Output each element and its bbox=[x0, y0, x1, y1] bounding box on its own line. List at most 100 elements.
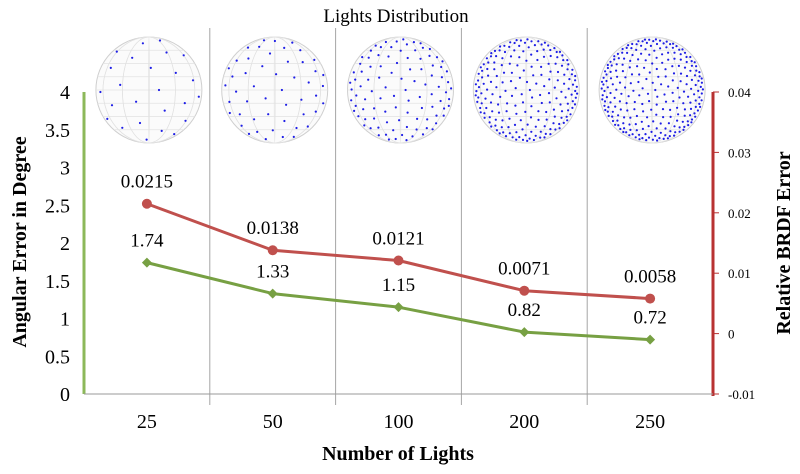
light-point bbox=[440, 65, 443, 69]
brdf-error-data-label: 0.0215 bbox=[121, 172, 173, 193]
light-point bbox=[283, 46, 286, 50]
light-point bbox=[267, 113, 270, 116]
light-point bbox=[238, 113, 241, 116]
light-point bbox=[477, 72, 480, 75]
light-point bbox=[620, 92, 623, 95]
light-point bbox=[513, 41, 516, 45]
light-point bbox=[299, 49, 302, 52]
right-y-axis-label: Relative BRDF Error bbox=[773, 151, 795, 334]
light-point bbox=[661, 53, 664, 56]
light-point bbox=[697, 89, 700, 92]
light-point bbox=[683, 66, 687, 69]
light-point bbox=[603, 89, 606, 93]
light-point bbox=[420, 68, 423, 71]
light-point bbox=[698, 102, 701, 105]
light-point bbox=[540, 73, 543, 76]
light-point bbox=[548, 78, 551, 81]
light-point bbox=[698, 75, 701, 78]
light-point bbox=[651, 81, 654, 84]
light-point bbox=[571, 83, 575, 86]
light-point bbox=[545, 110, 548, 114]
light-point bbox=[524, 110, 527, 113]
light-point bbox=[638, 133, 641, 136]
sphere-longitude bbox=[480, 36, 573, 144]
light-point bbox=[679, 72, 683, 75]
light-point bbox=[138, 121, 142, 125]
angular-error-point bbox=[393, 302, 404, 313]
light-point bbox=[484, 97, 487, 100]
light-point bbox=[443, 107, 446, 110]
light-point bbox=[360, 70, 363, 73]
light-point bbox=[448, 98, 451, 101]
light-point bbox=[700, 77, 703, 80]
light-point bbox=[474, 94, 477, 97]
light-point bbox=[314, 110, 317, 113]
light-point bbox=[528, 137, 531, 140]
left-tick-label: 1.5 bbox=[45, 271, 70, 293]
light-point bbox=[264, 138, 267, 141]
light-point bbox=[652, 40, 655, 43]
light-point bbox=[629, 116, 632, 119]
light-point bbox=[628, 134, 631, 137]
light-point bbox=[431, 105, 434, 108]
light-point bbox=[246, 46, 250, 49]
light-point bbox=[663, 93, 666, 96]
left-tick-label: 0.5 bbox=[45, 346, 70, 368]
light-point bbox=[495, 86, 498, 89]
light-point bbox=[280, 88, 283, 92]
light-point bbox=[641, 137, 644, 140]
light-point bbox=[416, 117, 419, 120]
light-point bbox=[224, 84, 227, 87]
light-point bbox=[479, 66, 482, 69]
light-point bbox=[667, 122, 671, 125]
light-point bbox=[539, 130, 542, 133]
light-point bbox=[644, 48, 647, 51]
light-point bbox=[450, 87, 453, 90]
light-point bbox=[482, 82, 485, 85]
light-point bbox=[611, 83, 614, 86]
light-point bbox=[543, 41, 547, 44]
light-point bbox=[695, 69, 698, 72]
light-point bbox=[540, 43, 543, 46]
light-point bbox=[440, 76, 443, 79]
light-point bbox=[678, 126, 681, 129]
light-point bbox=[614, 123, 617, 126]
angular-error-point bbox=[267, 288, 278, 299]
light-point bbox=[637, 80, 640, 84]
light-point bbox=[543, 136, 546, 139]
light-point bbox=[574, 74, 577, 78]
light-point bbox=[616, 52, 620, 56]
light-point bbox=[235, 90, 238, 93]
light-point bbox=[617, 57, 620, 60]
light-point bbox=[694, 105, 697, 108]
light-point bbox=[508, 62, 511, 65]
light-point bbox=[494, 124, 497, 127]
light-point bbox=[566, 102, 569, 105]
light-point bbox=[497, 103, 500, 106]
light-point bbox=[560, 64, 564, 67]
light-point bbox=[571, 68, 574, 71]
light-point bbox=[426, 118, 429, 121]
light-point bbox=[687, 124, 690, 127]
left-tick-label: 1 bbox=[60, 309, 70, 331]
light-point bbox=[292, 135, 295, 138]
left-tick-label: 0 bbox=[60, 384, 70, 406]
light-point bbox=[648, 38, 651, 41]
light-point bbox=[160, 129, 163, 132]
light-point bbox=[635, 43, 638, 46]
light-point bbox=[689, 107, 693, 110]
light-point bbox=[641, 127, 645, 130]
light-point bbox=[275, 73, 278, 76]
light-point bbox=[439, 99, 442, 103]
light-point bbox=[643, 66, 646, 69]
light-point bbox=[518, 76, 522, 79]
x-tick-label: 100 bbox=[384, 411, 414, 433]
light-point bbox=[174, 71, 177, 74]
light-point bbox=[322, 102, 325, 105]
light-point bbox=[667, 51, 670, 54]
light-point bbox=[435, 114, 438, 117]
light-point bbox=[514, 87, 517, 90]
light-point bbox=[566, 119, 569, 122]
light-point bbox=[677, 64, 681, 67]
light-point bbox=[553, 115, 556, 118]
